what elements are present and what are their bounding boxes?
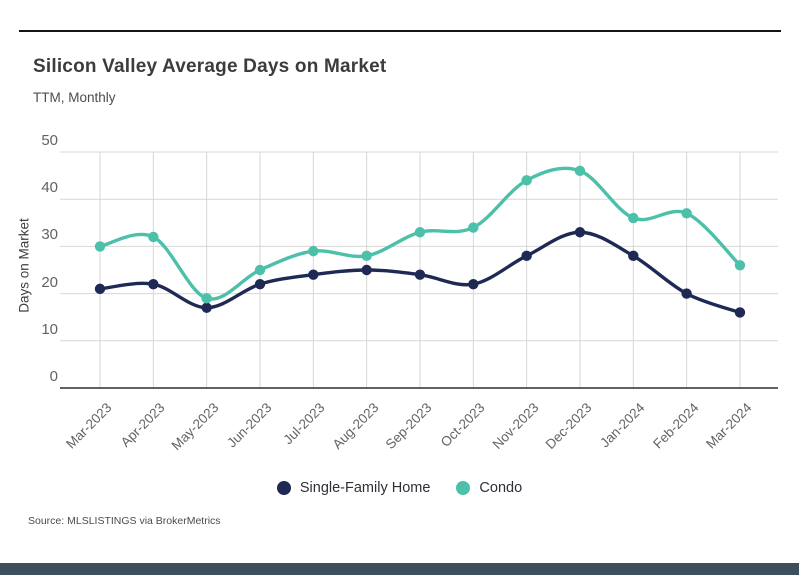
data-point [468, 222, 479, 233]
data-point [574, 227, 586, 238]
legend-item-condo: Condo [456, 480, 522, 496]
legend-label: Single-Family Home [299, 480, 431, 496]
data-point [681, 208, 692, 219]
data-point [308, 269, 319, 280]
data-point [414, 269, 426, 280]
data-point [148, 278, 159, 290]
source-attribution: Source: MLSLISTINGS via BrokerMetrics [28, 515, 221, 527]
data-point [254, 264, 266, 276]
y-tick-label: 50 [41, 132, 58, 149]
data-point [361, 250, 372, 262]
data-point [734, 260, 746, 271]
data-point [254, 278, 266, 290]
data-point [628, 212, 639, 224]
condo-legend-dot-icon [456, 481, 471, 495]
data-point [628, 250, 639, 262]
data-point [94, 241, 106, 252]
chart-legend: Single-Family Home Condo [0, 480, 799, 496]
data-point [681, 288, 692, 299]
chart-subtitle: TTM, Monthly [33, 90, 116, 105]
data-point [148, 231, 159, 243]
data-point [734, 307, 746, 318]
data-point [521, 250, 532, 262]
top-accent-rule [19, 30, 781, 32]
bottom-window-strip [0, 563, 799, 575]
y-tick-label: 10 [41, 320, 58, 338]
single-family-home-legend-dot-icon [276, 481, 291, 495]
legend-item-single-family-home: Single-Family Home [276, 480, 431, 496]
y-tick-label: 40 [41, 179, 58, 197]
data-point [94, 283, 106, 295]
data-point [468, 278, 479, 290]
data-point [361, 264, 372, 276]
data-point [201, 302, 212, 313]
data-point [574, 165, 586, 177]
data-point [308, 245, 319, 257]
y-tick-label: 30 [41, 226, 58, 244]
chart-title: Silicon Valley Average Days on Market [33, 56, 387, 77]
y-tick-label: 20 [41, 273, 58, 291]
data-point [201, 293, 212, 304]
data-point [414, 227, 426, 238]
y-tick-label: 0 [49, 368, 58, 385]
data-point [521, 175, 532, 186]
legend-label: Condo [479, 480, 523, 496]
